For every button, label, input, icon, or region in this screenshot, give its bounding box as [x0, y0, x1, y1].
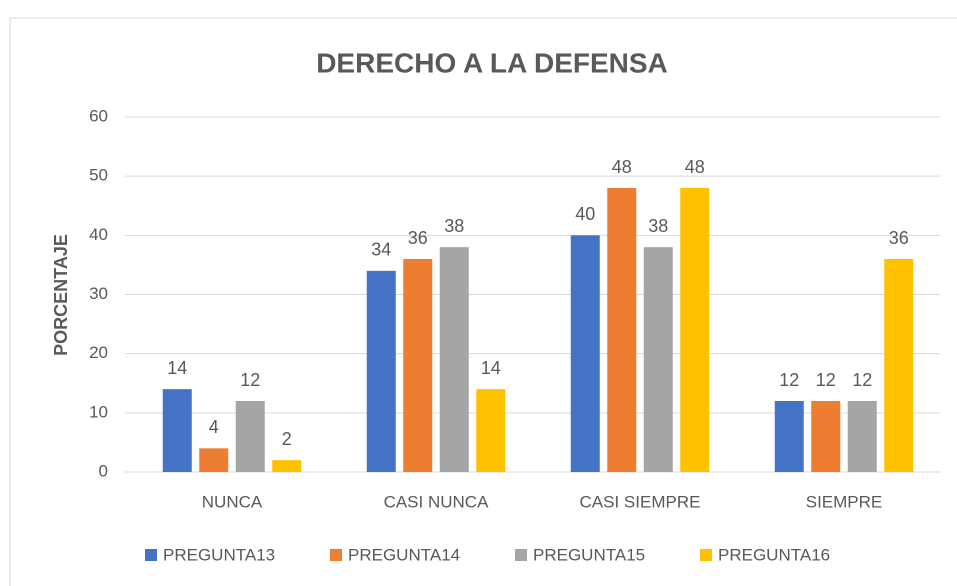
data-label: 4 — [209, 417, 219, 437]
bar — [643, 247, 673, 472]
bar — [199, 448, 229, 472]
bar — [570, 235, 600, 472]
data-label: 14 — [167, 358, 187, 378]
data-label: 48 — [612, 157, 632, 177]
x-tick-label: NUNCA — [202, 492, 263, 511]
bar — [811, 401, 841, 472]
data-label: 2 — [282, 429, 292, 449]
y-tick-label: 30 — [89, 284, 108, 303]
legend-label: PREGUNTA14 — [348, 545, 460, 564]
data-label: 12 — [852, 370, 872, 390]
x-tick-label: CASI NUNCA — [384, 492, 490, 511]
legend-swatch — [330, 549, 342, 561]
bar — [884, 259, 914, 472]
x-tick-label: CASI SIEMPRE — [580, 492, 701, 511]
y-tick-label: 50 — [89, 166, 108, 185]
bar — [235, 401, 265, 472]
bar — [680, 188, 710, 472]
legend-label: PREGUNTA13 — [163, 545, 275, 564]
data-label: 38 — [648, 216, 668, 236]
bar — [272, 460, 302, 472]
data-label: 12 — [779, 370, 799, 390]
bar — [366, 270, 396, 472]
y-tick-label: 20 — [89, 343, 108, 362]
bar — [439, 247, 469, 472]
data-label: 12 — [240, 370, 260, 390]
bar — [607, 188, 637, 472]
bar — [774, 401, 804, 472]
chart-border — [9, 17, 957, 586]
bar — [162, 389, 192, 472]
data-label: 12 — [816, 370, 836, 390]
data-label: 40 — [575, 204, 595, 224]
data-label: 36 — [408, 228, 428, 248]
legend-label: PREGUNTA15 — [533, 545, 645, 564]
data-label: 34 — [371, 240, 391, 260]
y-axis-label: PORCENTAJE — [51, 234, 71, 356]
y-tick-label: 10 — [89, 402, 108, 421]
x-tick-label: SIEMPRE — [806, 492, 883, 511]
data-label: 38 — [444, 216, 464, 236]
bar — [403, 259, 433, 472]
data-label: 48 — [685, 157, 705, 177]
chart-title: DERECHO A LA DEFENSA — [316, 47, 668, 78]
legend-swatch — [515, 549, 527, 561]
data-label: 36 — [889, 228, 909, 248]
legend-swatch — [700, 549, 712, 561]
bar — [476, 389, 506, 472]
y-tick-label: 40 — [89, 225, 108, 244]
data-label: 14 — [481, 358, 501, 378]
legend-swatch — [145, 549, 157, 561]
y-tick-label: 0 — [99, 461, 108, 480]
y-tick-label: 60 — [89, 106, 108, 125]
bar — [847, 401, 877, 472]
legend-label: PREGUNTA16 — [718, 545, 830, 564]
